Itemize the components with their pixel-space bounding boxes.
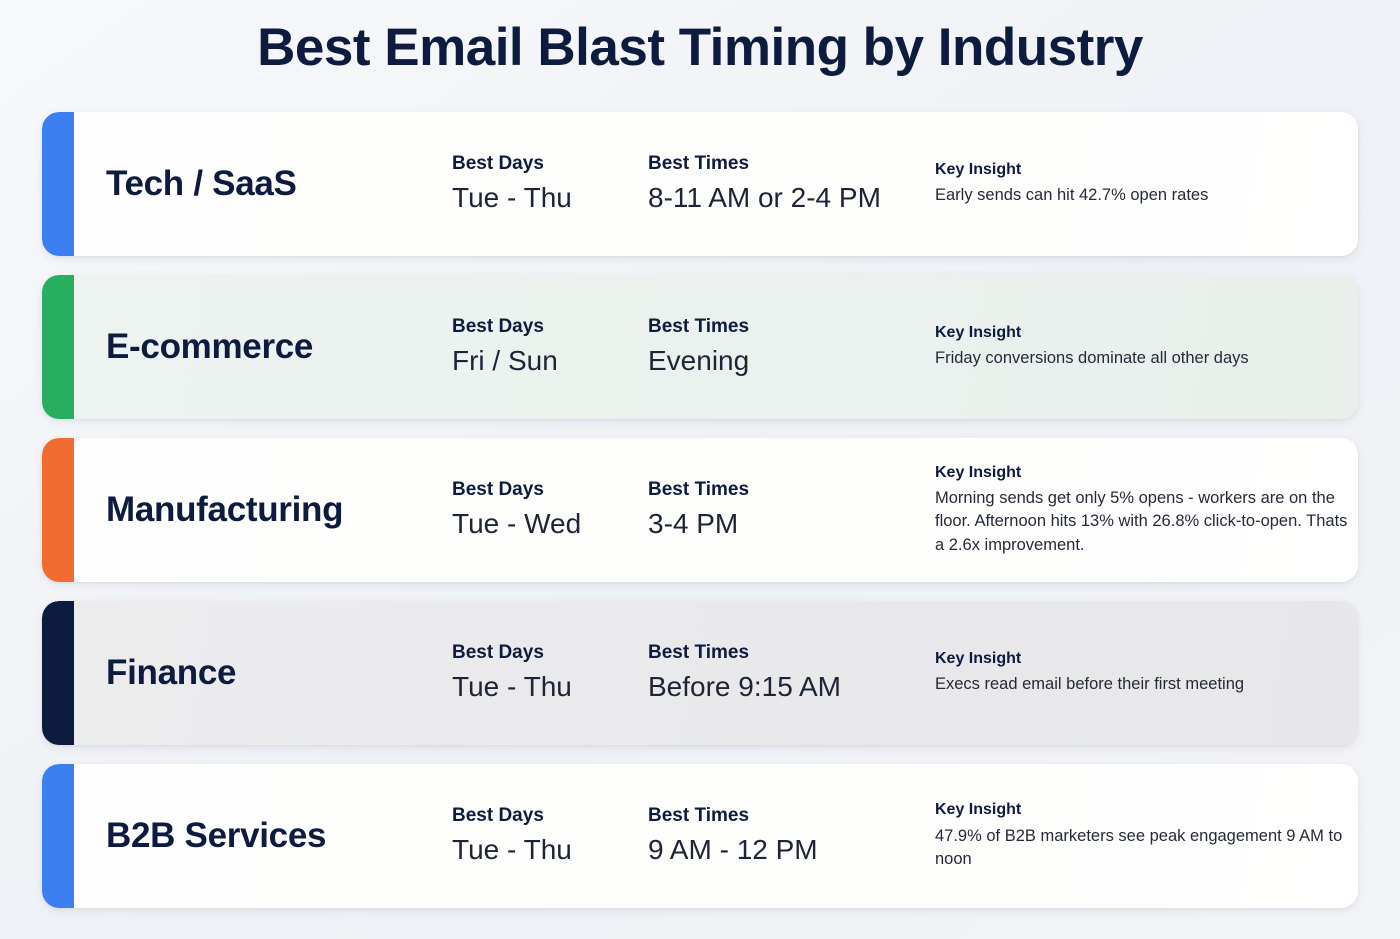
best-days-value: Tue - Wed xyxy=(452,508,582,540)
key-insight-label: Key Insight xyxy=(935,650,1022,668)
industry-row: Manufacturing Best Days Tue - Wed Best T… xyxy=(42,438,1358,582)
key-insight-column: Key Insight Morning sends get only 5% op… xyxy=(935,463,1355,557)
row-body: B2B Services Best Days Tue - Thu Best Ti… xyxy=(42,764,1358,908)
row-accent-bar xyxy=(42,764,74,908)
best-times-label: Best Times xyxy=(648,316,750,337)
best-days-column: Best Days Tue - Wed xyxy=(452,479,581,541)
key-insight-text: Friday conversions dominate all other da… xyxy=(935,349,1249,368)
best-times-column: Best Times 8-11 AM or 2-4 PM xyxy=(648,153,881,215)
industry-name: E-commerce xyxy=(106,327,314,366)
row-body: Manufacturing Best Days Tue - Wed Best T… xyxy=(42,438,1358,582)
industry-row: Finance Best Days Tue - Thu Best Times B… xyxy=(42,601,1358,745)
best-days-label: Best Days xyxy=(452,642,544,663)
industry-row-list: Tech / SaaS Best Days Tue - Thu Best Tim… xyxy=(42,112,1358,927)
industry-name: B2B Services xyxy=(106,816,327,855)
best-times-label: Best Times xyxy=(648,479,750,500)
best-days-value: Tue - Thu xyxy=(452,182,572,214)
key-insight-column: Key Insight Early sends can hit 42.7% op… xyxy=(935,160,1355,208)
key-insight-label: Key Insight xyxy=(935,801,1022,819)
best-days-label: Best Days xyxy=(452,479,544,500)
best-days-value: Tue - Thu xyxy=(452,671,572,703)
best-times-column: Best Times 3-4 PM xyxy=(648,479,749,541)
row-accent-bar xyxy=(42,438,74,582)
industry-name: Tech / SaaS xyxy=(106,164,297,203)
best-days-column: Best Days Fri / Sun xyxy=(452,316,558,378)
key-insight-text: 47.9% of B2B marketers see peak engageme… xyxy=(935,826,1343,869)
key-insight-text: Execs read email before their first meet… xyxy=(935,675,1245,694)
best-days-value: Tue - Thu xyxy=(452,834,572,866)
row-accent-bar xyxy=(42,601,74,745)
key-insight-label: Key Insight xyxy=(935,324,1022,342)
best-days-label: Best Days xyxy=(452,153,544,174)
industry-name: Manufacturing xyxy=(106,490,344,529)
row-body: E-commerce Best Days Fri / Sun Best Time… xyxy=(42,275,1358,419)
key-insight-column: Key Insight Execs read email before thei… xyxy=(935,649,1355,697)
best-days-label: Best Days xyxy=(452,805,544,826)
best-times-label: Best Times xyxy=(648,805,750,826)
key-insight-label: Key Insight xyxy=(935,463,1022,481)
key-insight-text: Morning sends get only 5% opens - worker… xyxy=(935,488,1348,554)
best-days-column: Best Days Tue - Thu xyxy=(452,805,572,867)
best-times-value: Before 9:15 AM xyxy=(648,671,842,703)
row-accent-bar xyxy=(42,112,74,256)
key-insight-label: Key Insight xyxy=(935,161,1022,179)
best-times-label: Best Times xyxy=(648,153,750,174)
row-accent-bar xyxy=(42,275,74,419)
key-insight-column: Key Insight Friday conversions dominate … xyxy=(935,323,1355,371)
industry-row: E-commerce Best Days Fri / Sun Best Time… xyxy=(42,275,1358,419)
industry-name: Finance xyxy=(106,653,237,692)
row-body: Tech / SaaS Best Days Tue - Thu Best Tim… xyxy=(42,112,1358,256)
key-insight-text: Early sends can hit 42.7% open rates xyxy=(935,186,1209,205)
best-days-column: Best Days Tue - Thu xyxy=(452,153,572,215)
best-days-value: Fri / Sun xyxy=(452,345,558,377)
best-times-label: Best Times xyxy=(648,642,750,663)
industry-row: B2B Services Best Days Tue - Thu Best Ti… xyxy=(42,764,1358,908)
best-days-label: Best Days xyxy=(452,316,544,337)
best-times-value: 3-4 PM xyxy=(648,508,739,540)
key-insight-column: Key Insight 47.9% of B2B marketers see p… xyxy=(935,800,1355,871)
page-title: Best Email Blast Timing by Industry xyxy=(257,18,1143,77)
industry-row: Tech / SaaS Best Days Tue - Thu Best Tim… xyxy=(42,112,1358,256)
best-times-value: 9 AM - 12 PM xyxy=(648,834,818,866)
best-times-value: Evening xyxy=(648,345,750,377)
best-days-column: Best Days Tue - Thu xyxy=(452,642,572,704)
best-times-value: 8-11 AM or 2-4 PM xyxy=(648,182,881,214)
best-times-column: Best Times Before 9:15 AM xyxy=(648,642,841,704)
best-times-column: Best Times Evening xyxy=(648,316,749,378)
best-times-column: Best Times 9 AM - 12 PM xyxy=(648,805,818,867)
row-body: Finance Best Days Tue - Thu Best Times B… xyxy=(42,601,1358,745)
